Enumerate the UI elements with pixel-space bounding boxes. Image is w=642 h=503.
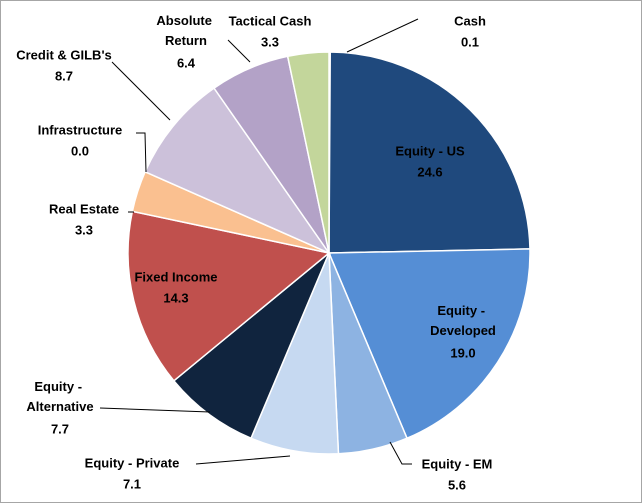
value-label: 8.7 [55, 68, 73, 83]
category-label: Real Estate [49, 201, 119, 216]
pie-slice [327, 248, 531, 440]
category-label: Absolute Return [156, 13, 215, 48]
pie-slice [286, 51, 330, 254]
pie-slice [144, 87, 332, 255]
value-label: 5.6 [448, 477, 466, 492]
category-label: Tactical Cash [229, 13, 312, 28]
pie-slice [328, 51, 531, 254]
value-label: 14.3 [163, 290, 188, 305]
value-label: 0.1 [461, 34, 479, 49]
value-label: 24.6 [417, 164, 442, 179]
value-label: 3.3 [261, 34, 279, 49]
leader-line [195, 455, 291, 465]
category-label: Infrastructure [38, 122, 123, 137]
leader-line [99, 407, 211, 413]
leader-line [111, 61, 171, 121]
leader-line [346, 18, 419, 53]
value-label: 7.7 [51, 421, 69, 436]
value-label: 19.0 [450, 345, 475, 360]
category-label: Equity - EM [422, 456, 493, 471]
leader-line [136, 132, 147, 173]
category-label: Cash [454, 13, 486, 28]
value-label: 6.4 [177, 55, 196, 70]
category-label: Equity - Private [85, 455, 180, 470]
category-label: Equity - US [395, 143, 465, 158]
pie-slice [127, 210, 331, 382]
category-label: Equity - Alternative [26, 379, 93, 414]
category-label: Equity - Developed [430, 303, 496, 338]
leader-line [389, 441, 412, 465]
pie-slice [172, 252, 330, 440]
category-label: Credit & GILB's [16, 47, 112, 62]
leader-line [227, 39, 251, 63]
value-label: 7.1 [123, 476, 141, 491]
value-label: 3.3 [75, 222, 93, 237]
value-label: 0.0 [71, 143, 89, 158]
category-label: Fixed Income [134, 269, 217, 284]
